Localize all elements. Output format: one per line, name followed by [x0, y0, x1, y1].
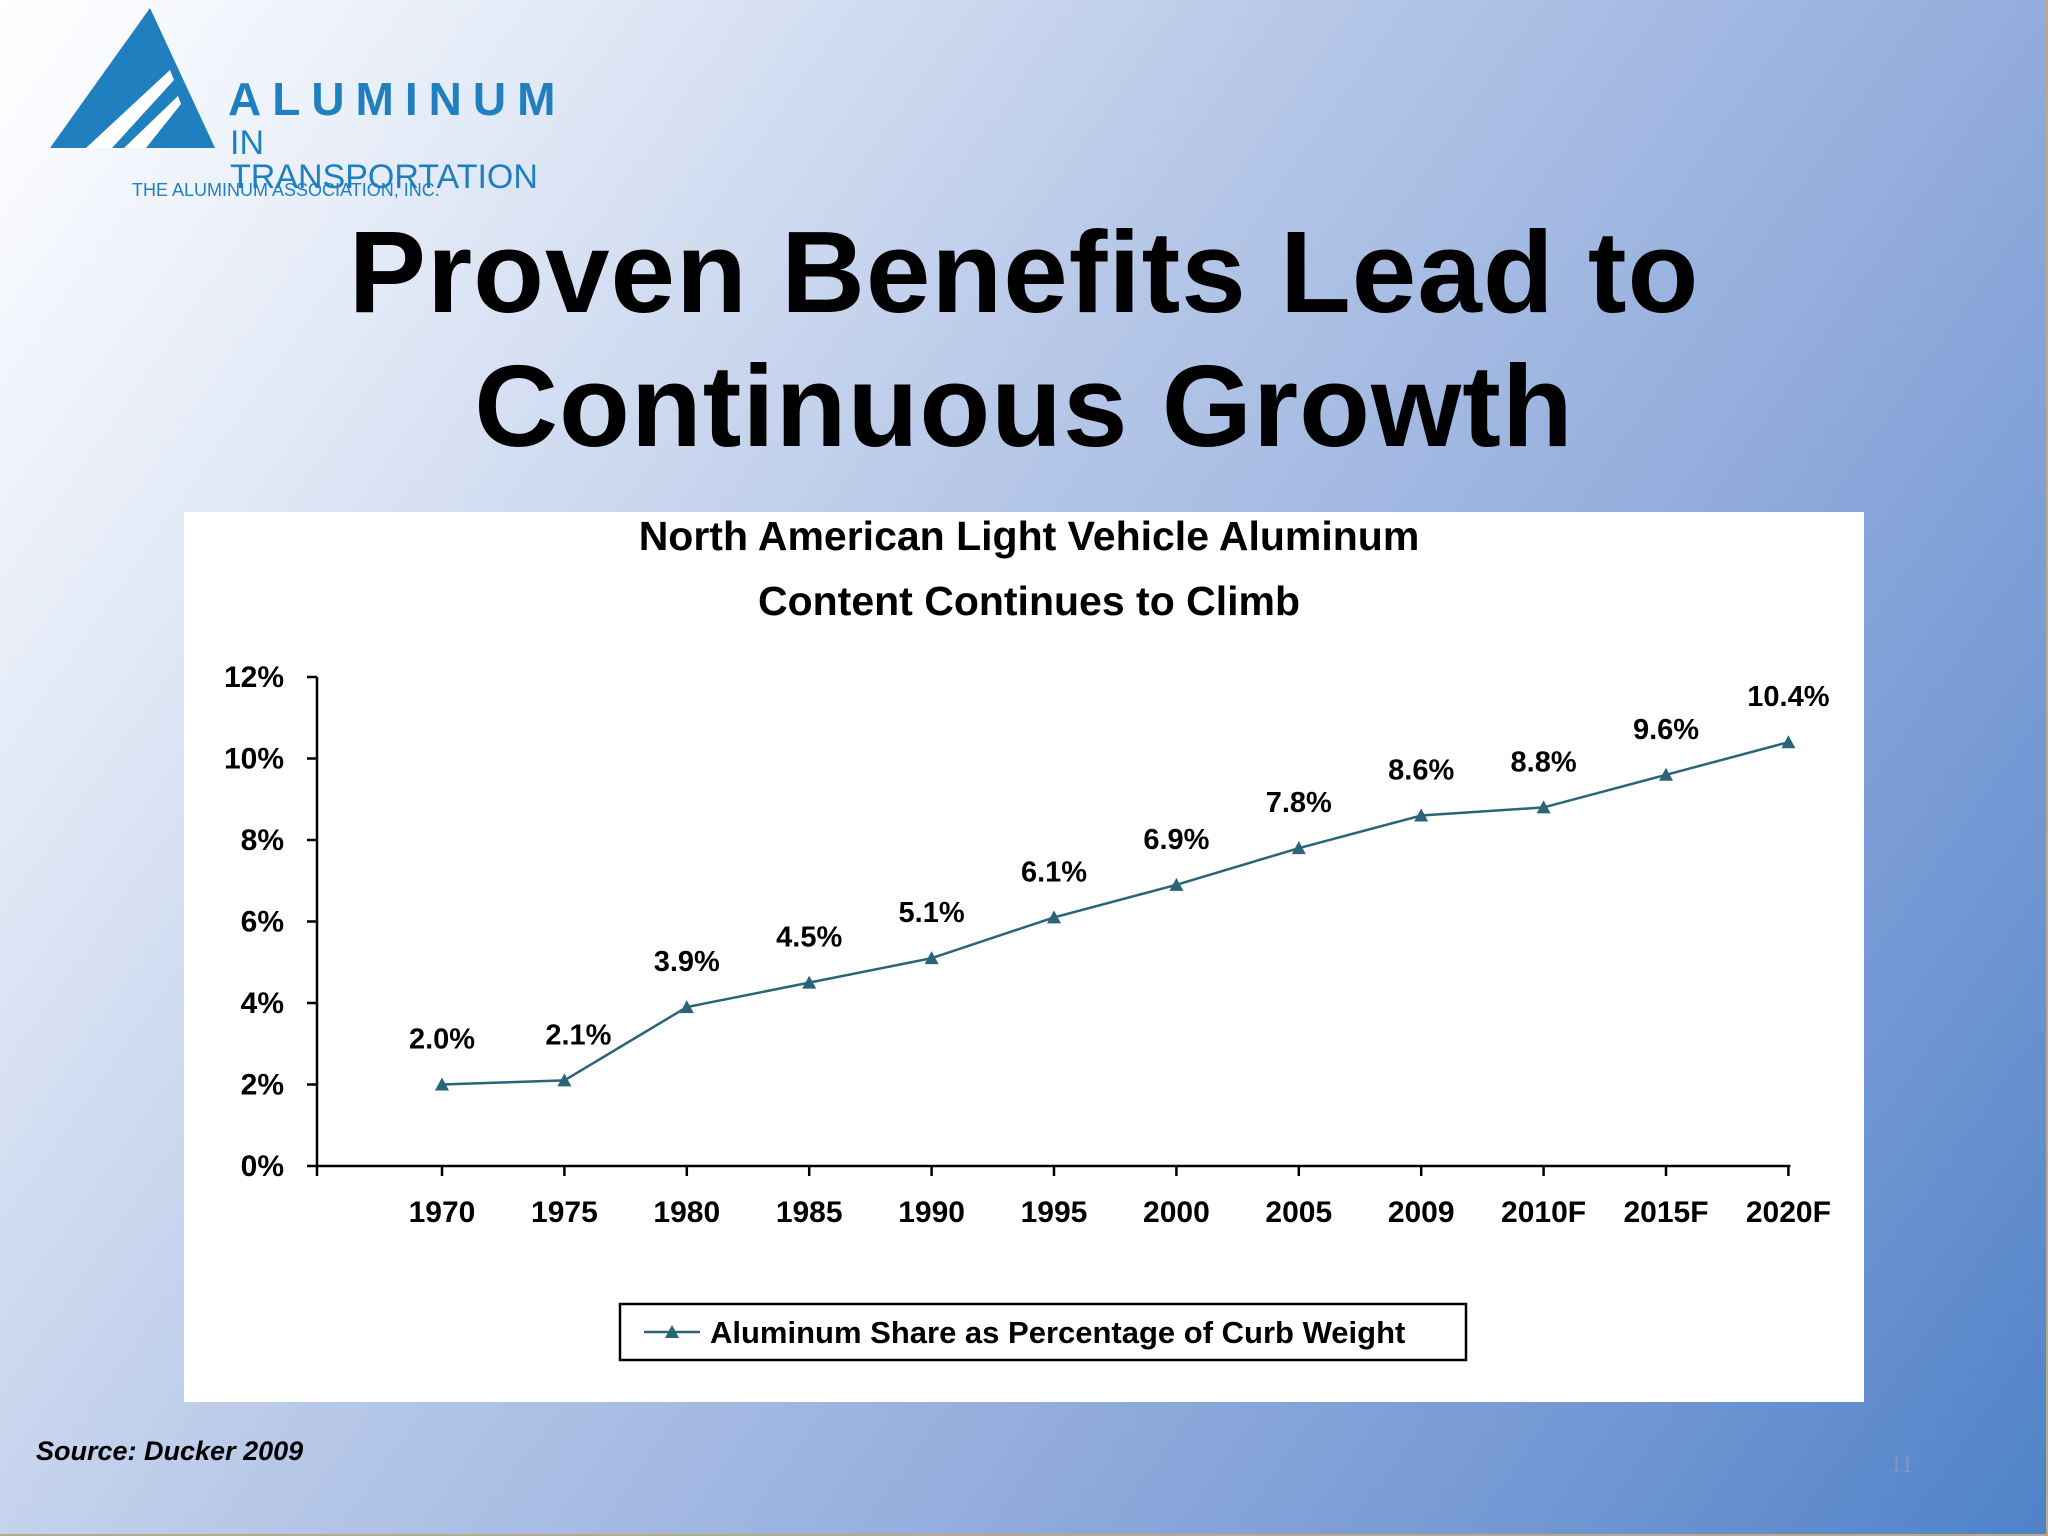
data-point-marker — [1536, 800, 1551, 814]
y-tick-label: 0% — [241, 1150, 284, 1183]
legend-label: Aluminum Share as Percentage of Curb Wei… — [710, 1315, 1405, 1350]
y-tick-label: 12% — [224, 661, 284, 694]
x-tick-label: 2020F — [1746, 1196, 1831, 1229]
data-point-marker — [1169, 877, 1184, 891]
x-tick-label: 1970 — [409, 1196, 476, 1229]
slide-title-line-2: Continuous Growth — [474, 341, 1574, 471]
chart-title-line-1: North American Light Vehicle Aluminum — [639, 513, 1420, 559]
x-tick-label: 1990 — [898, 1196, 965, 1229]
data-point-marker — [924, 951, 939, 965]
x-tick-label: 2000 — [1143, 1196, 1210, 1229]
x-tick-label: 2005 — [1265, 1196, 1332, 1229]
data-label: 6.9% — [1143, 824, 1209, 856]
data-point-marker — [802, 975, 817, 989]
line-chart: North American Light Vehicle Aluminum Co… — [224, 513, 1831, 1362]
data-label: 9.6% — [1633, 714, 1699, 746]
data-label: 5.1% — [899, 897, 965, 929]
source-note: Source: Ducker 2009 — [36, 1436, 304, 1466]
y-tick-label: 2% — [241, 1069, 284, 1102]
aluminum-association-logo: ALUMINUM IN TRANSPORTATION THE ALUMINUM … — [50, 8, 570, 200]
data-label: 2.1% — [545, 1019, 611, 1051]
y-tick-label: 10% — [224, 743, 284, 776]
x-tick-label: 1980 — [653, 1196, 720, 1229]
data-label: 4.5% — [776, 922, 842, 954]
data-point-marker — [1659, 767, 1673, 781]
data-label-group: 2.0% 2.1% 3.9% 4.5% 5.1% 6.1% 6.9% 7.8% 8.6% 8.8%… — [409, 681, 1830, 1055]
chart-axes: 0% 2% 4% 6% 8% 10% 12% 1970 1975 1980 1985 1990 1995… — [224, 661, 1831, 1229]
legend-marker — [665, 1325, 679, 1338]
slide-title: Proven Benefits Lead to Continuous Growt… — [0, 205, 2048, 473]
x-tick-label: 1985 — [776, 1196, 843, 1229]
y-tick-label: 4% — [241, 987, 284, 1020]
data-label: 8.6% — [1388, 755, 1454, 787]
data-point-marker — [1781, 735, 1796, 749]
logo-word-transportation: IN TRANSPORTATION — [230, 124, 538, 196]
series-line — [441, 740, 1789, 1086]
data-point-marker — [679, 1000, 694, 1014]
chart-panel: North American Light Vehicle Aluminum Co… — [184, 512, 1864, 1402]
data-label: 8.8% — [1511, 746, 1577, 778]
data-label: 3.9% — [654, 946, 720, 978]
series-line-group — [441, 740, 1789, 1086]
chart-legend: Aluminum Share as Percentage of Curb Wei… — [618, 1302, 1468, 1362]
x-tick-label: 2009 — [1388, 1196, 1455, 1229]
x-tick-label: 2010F — [1501, 1196, 1586, 1229]
chart-title-line-2: Content Continues to Climb — [758, 578, 1300, 624]
data-label: 7.8% — [1266, 787, 1332, 819]
logo-word-aluminum: ALUMINUM — [228, 73, 567, 125]
triangle-logo-icon — [50, 8, 215, 148]
data-label: 6.1% — [1021, 856, 1087, 888]
data-point-marker — [1047, 910, 1061, 924]
y-tick-label: 8% — [241, 824, 284, 857]
data-label: 2.0% — [409, 1024, 475, 1056]
x-tick-label: 1975 — [531, 1196, 598, 1229]
data-point-marker — [1414, 808, 1429, 822]
data-point-marker — [435, 1077, 449, 1091]
logo-association-name: THE ALUMINUM ASSOCIATION, INC. — [132, 180, 440, 200]
slide-title-line-1: Proven Benefits Lead to — [348, 207, 1700, 337]
x-tick-label: 1995 — [1021, 1196, 1088, 1229]
y-tick-label: 6% — [241, 906, 284, 939]
marker-group — [435, 735, 1796, 1091]
x-tick-label: 2015F — [1623, 1196, 1708, 1229]
legend-box — [618, 1302, 1468, 1362]
data-point-marker — [557, 1073, 572, 1087]
data-point-marker — [1291, 841, 1306, 855]
slide-number: 11 — [1890, 1452, 1914, 1478]
data-label: 10.4% — [1747, 681, 1829, 713]
